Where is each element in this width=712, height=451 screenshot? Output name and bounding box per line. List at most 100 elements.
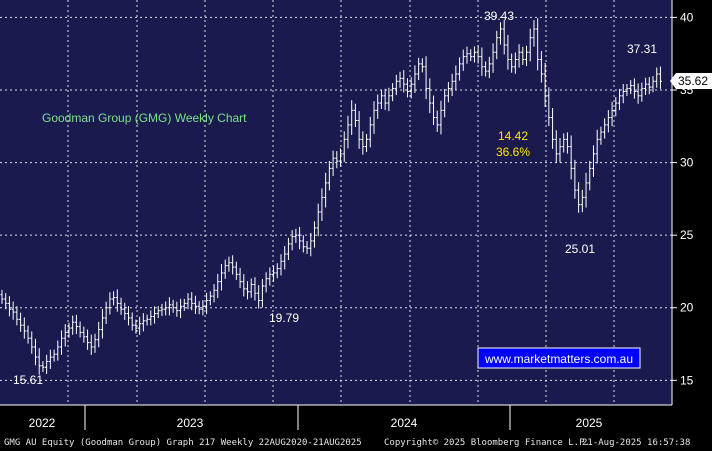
ohlc-bar <box>640 82 644 102</box>
ohlc-bar <box>7 296 12 317</box>
ohlc-bar <box>457 57 462 81</box>
ohlc-bar <box>298 226 302 250</box>
ohlc-bar <box>15 306 19 326</box>
ohlc-bar <box>424 56 428 100</box>
x-tick-label: 2025 <box>576 416 603 430</box>
ohlc-bar <box>160 303 164 316</box>
ohlc-bar <box>595 129 599 164</box>
ohlc-bar <box>119 297 123 315</box>
ohlc-bar <box>335 151 339 169</box>
ohlc-bar <box>167 297 171 316</box>
ohlc-bar <box>45 354 49 374</box>
ohlc-bar <box>584 172 588 208</box>
ohlc-bar <box>197 301 201 315</box>
footer-timestamp: 21-Aug-2025 16:57:38 <box>582 438 691 448</box>
ohlc-bar <box>186 293 190 310</box>
ohlc-bar <box>524 45 529 67</box>
ohlc-bar <box>134 319 138 334</box>
ohlc-bar <box>647 77 651 95</box>
ohlc-bar <box>37 348 41 375</box>
ohlc-bar <box>554 130 558 163</box>
ohlc-bar <box>413 65 417 93</box>
ohlc-bar <box>249 278 253 298</box>
ohlc-bar <box>625 84 629 96</box>
ohlc-bar <box>629 80 633 95</box>
ohlc-bar <box>428 78 432 114</box>
ohlc-bar <box>0 289 4 304</box>
ohlc-bar <box>402 70 406 93</box>
ohlc-bar <box>327 160 331 191</box>
price-annotation: 25.01 <box>565 242 595 256</box>
ohlc-bar <box>610 101 614 127</box>
ohlc-bar <box>149 310 153 326</box>
ohlc-bar <box>312 221 317 248</box>
ohlc-bar <box>231 255 235 275</box>
ohlc-bar <box>283 245 287 270</box>
ohlc-bar <box>41 361 45 373</box>
ohlc-bar <box>476 45 480 64</box>
ohlc-bar <box>558 138 562 163</box>
ohlc-bar <box>257 285 261 309</box>
ohlc-bar <box>253 277 257 301</box>
ohlc-bar <box>487 56 491 79</box>
ohlc-bar <box>417 57 421 81</box>
ohlc-bar <box>491 43 495 73</box>
chart-footer: GMG AU Equity (Goodman Group) Graph 217 … <box>0 435 712 451</box>
x-axis-labels: 2022 2023 2024 2025 <box>0 404 672 430</box>
ohlc-bar <box>4 293 8 310</box>
watermark-badge[interactable]: www.marketmatters.com.au <box>477 347 641 369</box>
ohlc-bar <box>591 145 596 177</box>
ohlc-bar <box>33 338 38 366</box>
watermark-link-text[interactable]: www.marketmatters.com.au <box>484 352 633 366</box>
footer-security-info: GMG AU Equity (Goodman Group) Graph 217 … <box>4 438 362 448</box>
ohlc-bar <box>205 292 209 315</box>
ohlc-bar <box>383 88 387 111</box>
ohlc-bar <box>290 230 294 251</box>
ohlc-bar <box>409 77 413 99</box>
ohlc-bar <box>536 18 540 71</box>
ohlc-bar <box>484 61 488 77</box>
ohlc-bar <box>286 237 291 261</box>
ohlc-bar <box>324 172 328 208</box>
ohlc-bar <box>431 95 436 126</box>
ohlc-bar <box>368 116 372 148</box>
move-points-label: 14.42 <box>498 129 528 143</box>
ohlc-bar <box>71 315 75 335</box>
ohlc-bar <box>480 47 484 76</box>
ohlc-bar <box>171 299 175 313</box>
ohlc-bar <box>82 326 86 343</box>
x-tick-label: 2024 <box>391 416 418 430</box>
time-axis-background <box>0 405 712 435</box>
ohlc-bar <box>387 87 391 112</box>
price-axis-background <box>672 0 712 405</box>
ohlc-bar <box>599 126 603 145</box>
ohlc-bar <box>461 49 465 71</box>
ohlc-bar <box>208 291 212 306</box>
ohlc-bar <box>271 265 276 282</box>
ohlc-bar <box>63 324 67 347</box>
ohlc-bar <box>350 100 354 135</box>
ohlc-bar <box>156 306 160 319</box>
ohlc-bar <box>89 334 93 355</box>
price-annotations: 39.43 37.31 25.01 19.79 15.61 <box>13 9 657 387</box>
ohlc-bar <box>517 44 521 68</box>
plot-background <box>0 0 672 405</box>
ohlc-bar <box>190 292 194 311</box>
ohlc-bar <box>193 295 198 314</box>
ohlc-bar <box>580 189 584 213</box>
ohlc-bar <box>26 325 30 344</box>
ohlc-bar <box>301 235 305 253</box>
ohlc-bar <box>227 256 231 272</box>
y-tick-label: 15 <box>680 373 694 387</box>
ohlc-bar <box>521 46 525 65</box>
ohlc-bar <box>234 261 238 280</box>
ohlc-bar <box>275 263 279 279</box>
ohlc-bar <box>655 67 659 88</box>
ohlc-bar <box>223 259 227 279</box>
ohlc-bar <box>443 88 447 118</box>
ohlc-bar <box>112 291 116 306</box>
ohlc-bar <box>212 284 216 303</box>
ohlc-bar <box>469 49 473 62</box>
ohlc-bar <box>294 228 298 243</box>
